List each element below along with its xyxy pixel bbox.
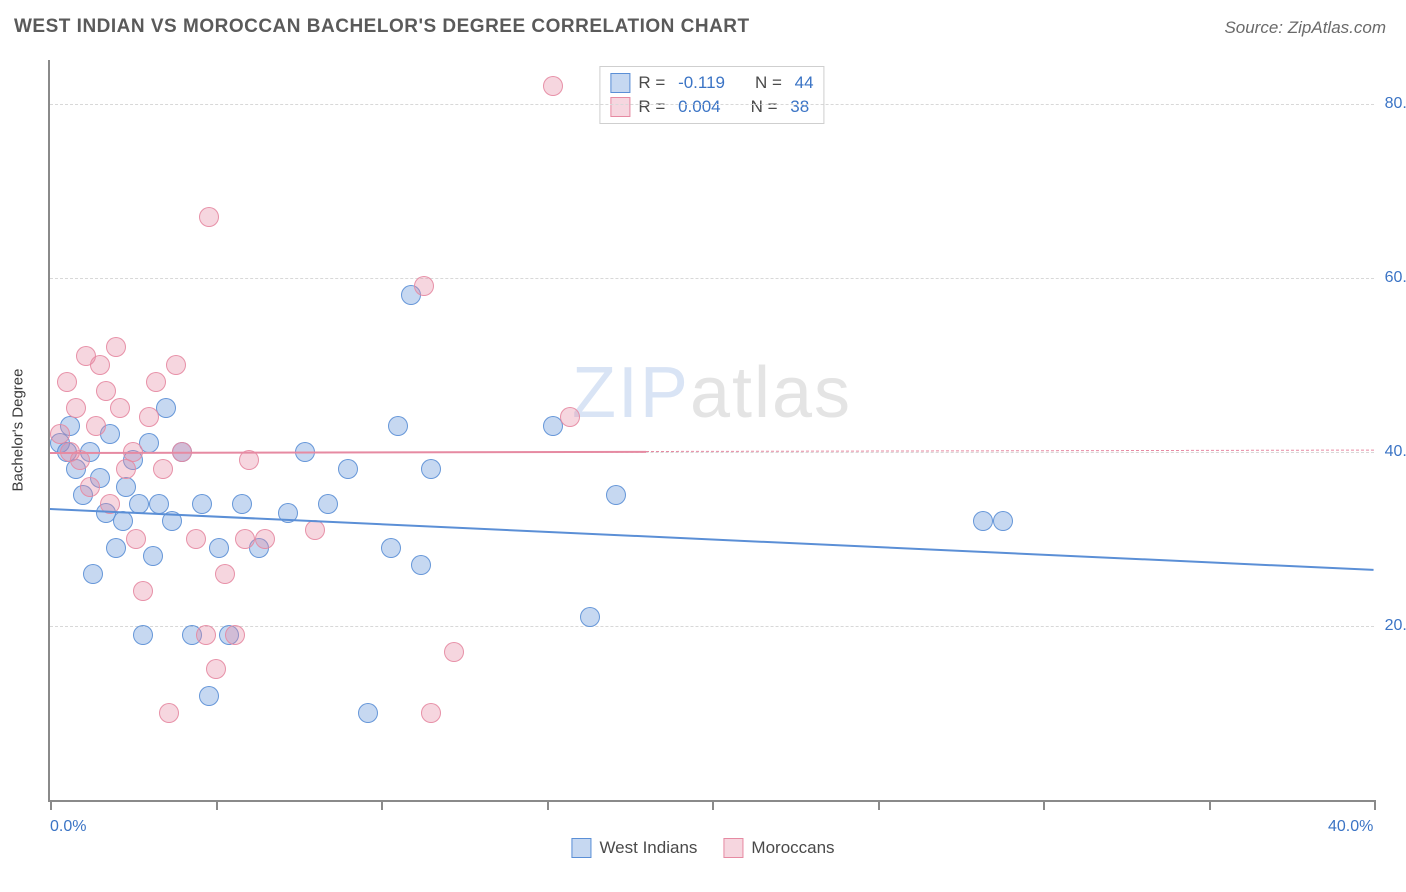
scatter-point (116, 459, 136, 479)
r-label: R = (638, 73, 670, 93)
scatter-point (110, 398, 130, 418)
y-axis-title: Bachelor's Degree (10, 369, 27, 492)
swatch-icon (571, 838, 591, 858)
scatter-point (206, 659, 226, 679)
scatter-point (560, 407, 580, 427)
x-tick (547, 800, 549, 810)
scatter-point (159, 703, 179, 723)
scatter-point (166, 355, 186, 375)
gridline (50, 104, 1374, 105)
scatter-point (113, 511, 133, 531)
scatter-point (421, 459, 441, 479)
y-tick-label: 20.0% (1385, 617, 1406, 635)
scatter-point (209, 538, 229, 558)
scatter-point (414, 276, 434, 296)
scatter-point (381, 538, 401, 558)
correlation-row: R = 0.004 N = 38 (610, 95, 813, 119)
x-tick (216, 800, 218, 810)
x-tick-label: 0.0% (50, 818, 86, 836)
scatter-point (411, 555, 431, 575)
r-value: 0.004 (678, 97, 721, 117)
scatter-point (199, 686, 219, 706)
scatter-point (388, 416, 408, 436)
scatter-point (133, 581, 153, 601)
y-tick-label: 60.0% (1385, 269, 1406, 287)
scatter-point (153, 459, 173, 479)
scatter-point (106, 538, 126, 558)
x-tick (381, 800, 383, 810)
scatter-point (96, 381, 116, 401)
scatter-point (305, 520, 325, 540)
scatter-point (149, 494, 169, 514)
scatter-point (225, 625, 245, 645)
x-tick (712, 800, 714, 810)
scatter-point (57, 372, 77, 392)
scatter-point (444, 642, 464, 662)
watermark: ZIPatlas (572, 352, 852, 434)
scatter-point (126, 529, 146, 549)
scatter-point (146, 372, 166, 392)
gridline (50, 278, 1374, 279)
scatter-point (973, 511, 993, 531)
scatter-point (318, 494, 338, 514)
scatter-point (83, 564, 103, 584)
scatter-point (106, 337, 126, 357)
x-tick (50, 800, 52, 810)
legend-item: West Indians (571, 838, 697, 858)
scatter-point (338, 459, 358, 479)
x-tick (878, 800, 880, 810)
chart-container: WEST INDIAN VS MOROCCAN BACHELOR'S DEGRE… (0, 0, 1406, 892)
x-tick (1209, 800, 1211, 810)
scatter-point (580, 607, 600, 627)
legend-label: West Indians (599, 838, 697, 858)
swatch-icon (610, 97, 630, 117)
legend-item: Moroccans (723, 838, 834, 858)
n-value: 38 (790, 97, 809, 117)
scatter-point (606, 485, 626, 505)
scatter-point (232, 494, 252, 514)
scatter-point (86, 416, 106, 436)
scatter-point (80, 477, 100, 497)
scatter-point (192, 494, 212, 514)
x-tick (1374, 800, 1376, 810)
scatter-point (186, 529, 206, 549)
scatter-point (116, 477, 136, 497)
correlation-legend: R = -0.119 N = 44 R = 0.004 N = 38 (599, 66, 824, 124)
trend-line (50, 451, 646, 454)
scatter-point (196, 625, 216, 645)
scatter-point (255, 529, 275, 549)
r-label: R = (638, 97, 670, 117)
y-tick-label: 40.0% (1385, 443, 1406, 461)
scatter-point (133, 625, 153, 645)
scatter-point (66, 398, 86, 418)
scatter-point (358, 703, 378, 723)
scatter-point (139, 407, 159, 427)
scatter-point (199, 207, 219, 227)
r-value: -0.119 (678, 73, 725, 93)
scatter-point (235, 529, 255, 549)
swatch-icon (610, 73, 630, 93)
legend-label: Moroccans (751, 838, 834, 858)
y-tick-label: 80.0% (1385, 95, 1406, 113)
x-tick (1043, 800, 1045, 810)
x-tick-label: 40.0% (1328, 818, 1373, 836)
n-label: N = (755, 73, 787, 93)
series-legend: West Indians Moroccans (571, 838, 834, 858)
n-label: N = (751, 97, 783, 117)
gridline (50, 626, 1374, 627)
correlation-row: R = -0.119 N = 44 (610, 71, 813, 95)
scatter-point (543, 76, 563, 96)
scatter-point (993, 511, 1013, 531)
source-label: Source: ZipAtlas.com (1224, 18, 1386, 38)
scatter-point (90, 355, 110, 375)
plot-area: Bachelor's Degree ZIPatlas R = -0.119N =… (48, 60, 1374, 802)
scatter-point (421, 703, 441, 723)
swatch-icon (723, 838, 743, 858)
chart-title: WEST INDIAN VS MOROCCAN BACHELOR'S DEGRE… (14, 16, 750, 38)
scatter-point (215, 564, 235, 584)
n-value: 44 (795, 73, 814, 93)
scatter-point (143, 546, 163, 566)
